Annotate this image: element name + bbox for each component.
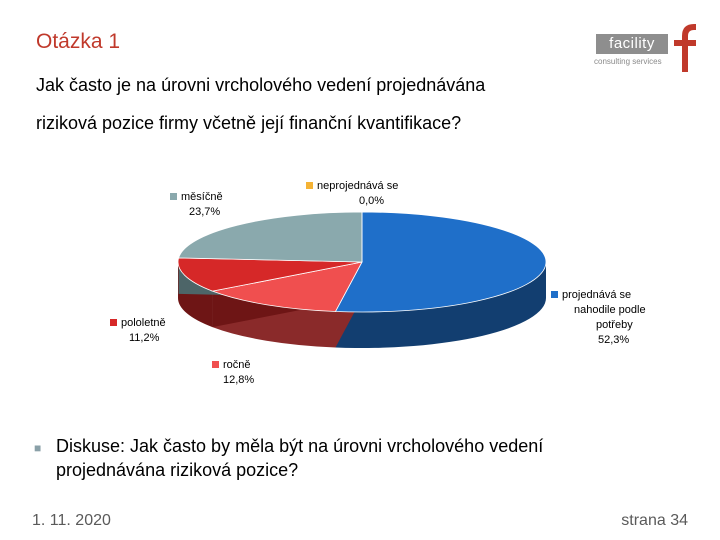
pie-value-label-2: 11,2% <box>129 332 160 344</box>
question-text: Jak často je na úrovni vrcholového veden… <box>36 66 596 142</box>
pie-label-2: pololetně 11,2% <box>110 317 166 344</box>
slide-date: 1. 11. 2020 <box>32 512 111 529</box>
pie-legend-swatch-1 <box>212 361 219 368</box>
pie-category-label-4: neprojednává se <box>317 180 398 192</box>
pie-category-label-3: měsíčně <box>181 191 223 203</box>
pie-side-0 <box>335 262 546 348</box>
bullet-square-icon: ■ <box>34 441 42 455</box>
pie-slice-3 <box>178 211 363 263</box>
pie-slice-1 <box>211 261 363 312</box>
page-number: strana 34 <box>621 512 688 529</box>
pie-category-label-0: nahodile podle <box>574 304 646 316</box>
logo-tagline: consulting services <box>594 57 662 66</box>
pie-value-label-4: 0,0% <box>359 195 384 207</box>
facility-logo: facility consulting services <box>594 22 698 72</box>
pie-slices <box>177 211 547 313</box>
pie-category-label-2: pololetně <box>121 317 166 329</box>
question-line-1: Jak často je na úrovni vrcholového veden… <box>36 75 486 95</box>
pie-value-label-3: 23,7% <box>189 206 220 218</box>
pie-label-0: projednává se nahodile podle potřeby 52,3% <box>551 289 646 346</box>
pie-label-4: neprojednává se 0,0% <box>306 180 398 207</box>
pie-category-label-0: potřeby <box>596 319 633 331</box>
pie-value-label-1: 12,8% <box>223 374 254 386</box>
question-line-2: riziková pozice firmy včetně její finanč… <box>36 113 462 133</box>
pie-legend-swatch-3 <box>170 193 177 200</box>
pie-label-3: měsíčně 23,7% <box>170 191 223 218</box>
discussion-text: Diskuse: Jak často by měla být na úrovni… <box>56 436 544 480</box>
pie-value-label-0: 52,3% <box>598 334 629 346</box>
pie-slice-2 <box>177 257 363 292</box>
pie-labels: projednává se nahodile podle potřeby 52,3% r… <box>110 180 646 386</box>
pie-slice-0 <box>334 211 547 313</box>
logo-f-icon <box>674 24 696 72</box>
pie-legend-swatch-0 <box>551 291 558 298</box>
pie-legend-swatch-2 <box>110 319 117 326</box>
pie-category-label-1: ročně <box>223 359 251 371</box>
slide-title: Otázka 1 <box>36 30 121 53</box>
pie-legend-swatch-4 <box>306 182 313 189</box>
pie-category-label-0: projednává se <box>562 289 631 301</box>
logo-wordmark: facility <box>596 34 668 54</box>
pie-label-1: ročně 12,8% <box>212 359 254 386</box>
discussion-bullet: ■ Diskuse: Jak často by měla být na úrov… <box>34 434 654 482</box>
